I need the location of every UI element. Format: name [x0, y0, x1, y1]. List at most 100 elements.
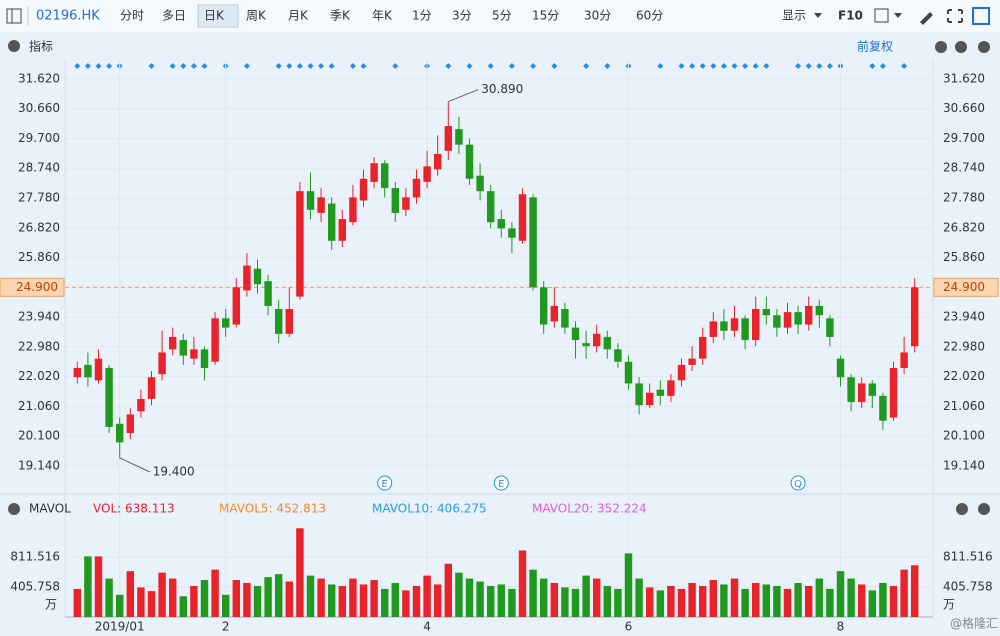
volume-bar	[720, 584, 728, 617]
tab[interactable]: 多日	[162, 9, 186, 23]
candle-body	[836, 358, 845, 378]
event-dot	[678, 63, 685, 69]
candle-body	[370, 163, 378, 182]
y-tick-label: 26.820	[943, 220, 985, 234]
candle-body	[274, 309, 283, 334]
watermark: @格隆汇	[950, 616, 998, 631]
volume-bar	[105, 578, 113, 617]
symbol[interactable]: 02196.HK	[36, 9, 100, 24]
candle-body	[582, 343, 590, 347]
collapse-icon[interactable]	[8, 503, 20, 515]
volume-bar	[465, 578, 474, 617]
tab[interactable]: 60分	[636, 9, 663, 23]
volume-bar	[168, 578, 177, 617]
tab[interactable]: 季K	[330, 9, 351, 23]
volume-bar	[826, 588, 834, 617]
volume-bar	[857, 584, 866, 617]
candle-body	[592, 333, 601, 347]
candle-body	[349, 197, 357, 223]
event-marker[interactable]	[493, 475, 509, 491]
x-tick-label: 4	[423, 620, 431, 634]
tab[interactable]: 分时	[120, 9, 144, 23]
settings-button[interactable]	[978, 41, 990, 53]
event-dot	[95, 63, 102, 69]
candle-body	[698, 336, 707, 359]
volume-bar	[391, 582, 400, 617]
candle-body	[455, 129, 463, 145]
volume-bar	[773, 585, 781, 617]
y-tick-label: 405.758	[943, 580, 993, 594]
candle-body	[317, 197, 325, 213]
candle-body	[243, 265, 251, 291]
f10[interactable]: F10	[838, 9, 863, 23]
tab[interactable]: 年K	[372, 9, 393, 23]
tab[interactable]: 3分	[452, 9, 472, 23]
panel-button[interactable]	[972, 7, 990, 25]
volume-bar	[264, 577, 272, 617]
adjust[interactable]: 前复权	[857, 39, 893, 54]
tab[interactable]: 5分	[492, 9, 512, 23]
y-tick-label: 29.700	[943, 131, 985, 145]
volume-bar	[561, 587, 569, 617]
tab[interactable]: 周K	[246, 9, 267, 23]
y-tick-label: 19.140	[18, 458, 60, 472]
volume-bar	[370, 580, 378, 617]
active-tab	[197, 4, 239, 28]
volume-bar	[486, 585, 495, 617]
display-menu[interactable]: 显示	[782, 9, 806, 23]
draw-button[interactable]	[920, 12, 933, 25]
candle-body	[868, 383, 877, 396]
shape-button[interactable]	[874, 8, 889, 23]
y-tick-label: 28.740	[18, 161, 60, 175]
volume-bar	[158, 572, 166, 617]
event-marker[interactable]	[790, 475, 806, 491]
volume-bar	[338, 585, 347, 617]
candle-body	[211, 318, 219, 362]
candle-body	[497, 219, 506, 229]
volume-bar	[614, 588, 622, 617]
remove-button[interactable]	[955, 41, 967, 53]
volume-bar	[836, 571, 845, 617]
candle-body	[296, 191, 304, 297]
event-dot	[148, 63, 155, 69]
fullscreen-button[interactable]	[947, 9, 963, 23]
indicator-label[interactable]: 指标	[29, 39, 53, 54]
event-dot	[169, 63, 176, 69]
y-tick-label: 21.060	[943, 399, 985, 413]
volume-bar	[794, 582, 802, 617]
sidebar-toggle[interactable]	[6, 8, 22, 24]
event-dot	[84, 63, 91, 69]
y-tick-label: 19.140	[943, 458, 985, 472]
add-button[interactable]	[935, 41, 947, 53]
volume-bar	[412, 585, 421, 617]
event-marker[interactable]	[377, 475, 393, 491]
candle-body	[900, 352, 908, 368]
volume-bar	[751, 582, 760, 617]
current-price-box	[0, 277, 65, 297]
event-dot	[360, 63, 367, 69]
candle-body	[879, 395, 887, 421]
candle-body	[550, 305, 559, 322]
event-dot	[349, 63, 356, 69]
tab[interactable]: 30分	[584, 9, 611, 23]
tab[interactable]: 日K	[204, 9, 225, 23]
close-button[interactable]	[956, 503, 968, 515]
candle-body	[709, 321, 718, 337]
volume-bar	[635, 578, 643, 617]
event-dot	[710, 63, 717, 69]
tab[interactable]: 月K	[288, 9, 309, 23]
event-dot	[328, 63, 335, 69]
tab[interactable]: 1分	[412, 9, 432, 23]
volume-bar	[274, 574, 283, 617]
current-price-label: 24.900	[943, 280, 985, 294]
tab[interactable]: 15分	[532, 9, 559, 23]
settings-button[interactable]	[978, 503, 990, 515]
volume-bar	[550, 582, 559, 617]
event-dot	[392, 63, 399, 69]
candle-body	[571, 327, 580, 341]
collapse-icon[interactable]	[8, 40, 20, 52]
y-tick-label: 31.620	[18, 71, 60, 85]
candle-body	[529, 197, 537, 288]
volume-bar	[762, 584, 771, 617]
